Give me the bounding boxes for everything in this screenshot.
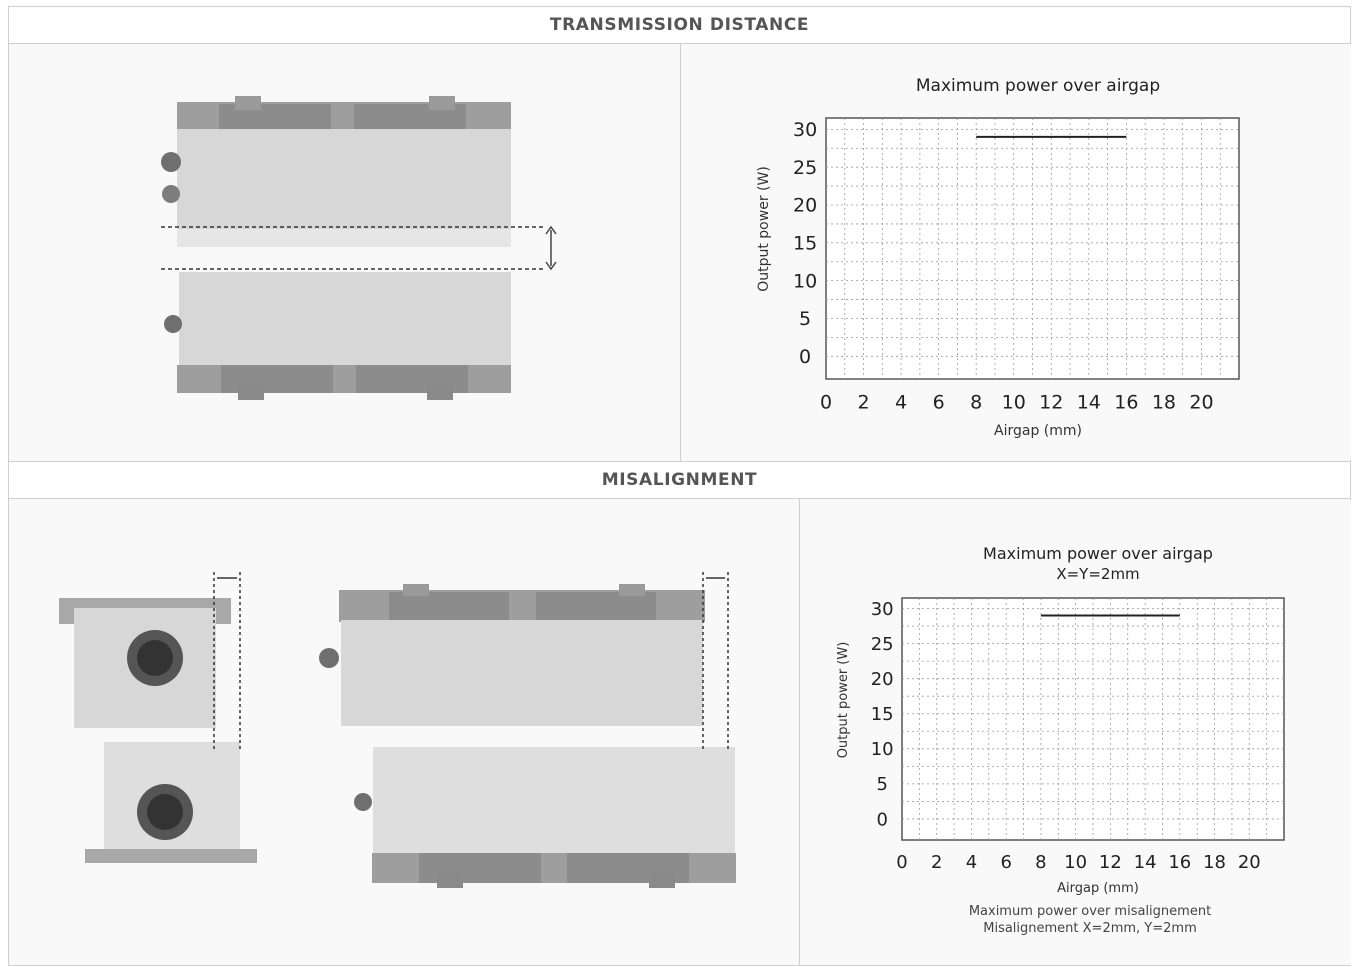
x-tick-label: 0 xyxy=(820,391,832,413)
y-tick-label: 25 xyxy=(871,634,894,655)
x-tick-label: 18 xyxy=(1152,391,1176,413)
chart-title: Maximum power over airgap xyxy=(916,76,1160,96)
x-tick-label: 20 xyxy=(1238,852,1261,873)
module-bottom-body xyxy=(179,272,511,365)
x-tick-label: 4 xyxy=(966,852,977,873)
x-tick-label: 4 xyxy=(895,391,907,413)
y-tick-label: 30 xyxy=(871,599,894,620)
x-axis-label: Airgap (mm) xyxy=(994,423,1082,439)
end-view-bottom-flange xyxy=(85,849,257,863)
chart-note-1: Maximum power over misalignement xyxy=(969,904,1211,919)
chart-misalignment: Maximum power over airgap X=Y=2mm Output… xyxy=(800,500,1351,965)
section-header-transmission: TRANSMISSION DISTANCE xyxy=(8,6,1351,44)
x-tick-label: 16 xyxy=(1168,852,1191,873)
side-view-bottom-body xyxy=(373,747,735,853)
x-tick-label: 8 xyxy=(1035,852,1046,873)
x-tick-label: 14 xyxy=(1134,852,1157,873)
y-tick-label: 0 xyxy=(799,346,811,368)
y-tick-label: 0 xyxy=(876,809,887,830)
side-view-top-body xyxy=(341,620,703,726)
x-tick-label: 20 xyxy=(1189,391,1213,413)
y-tick-label: 30 xyxy=(793,119,817,141)
x-tick-label: 8 xyxy=(970,391,982,413)
y-tick-label: 25 xyxy=(793,157,817,179)
x-tick-label: 2 xyxy=(931,852,942,873)
x-axis-label: Airgap (mm) xyxy=(1057,881,1139,896)
x-tick-label: 18 xyxy=(1203,852,1226,873)
x-tick-label: 2 xyxy=(857,391,869,413)
y-tick-label: 10 xyxy=(871,739,894,760)
y-tick-label: 20 xyxy=(871,669,894,690)
x-tick-label: 6 xyxy=(1000,852,1011,873)
chart-airgap: Maximum power over airgap Output power (… xyxy=(681,44,1351,460)
y-tick-label: 5 xyxy=(876,774,887,795)
section-header-misalignment: MISALIGNMENT xyxy=(8,461,1351,499)
x-tick-label: 0 xyxy=(896,852,907,873)
y-tick-label: 10 xyxy=(793,270,817,292)
divider-bottom xyxy=(799,499,800,966)
x-tick-label: 14 xyxy=(1077,391,1101,413)
chart-note-2: Misalignement X=2mm, Y=2mm xyxy=(983,921,1197,936)
divider-top xyxy=(680,44,681,461)
x-tick-label: 16 xyxy=(1114,391,1138,413)
x-tick-label: 10 xyxy=(1064,852,1087,873)
x-tick-label: 12 xyxy=(1039,391,1063,413)
chart-subtitle: X=Y=2mm xyxy=(1056,565,1139,583)
module-top-body xyxy=(177,129,511,229)
chart-title: Maximum power over airgap xyxy=(983,544,1213,563)
misalignment-illustration xyxy=(9,500,798,965)
x-tick-label: 6 xyxy=(933,391,945,413)
y-tick-label: 15 xyxy=(793,232,817,254)
connector-top xyxy=(161,152,181,172)
y-tick-label: 15 xyxy=(871,704,894,725)
y-axis-label: Output power (W) xyxy=(836,642,851,759)
transmission-illustration xyxy=(9,44,679,460)
connector-bottom xyxy=(164,315,182,333)
y-tick-label: 20 xyxy=(793,195,817,217)
x-tick-label: 12 xyxy=(1099,852,1122,873)
y-tick-label: 5 xyxy=(799,308,811,330)
y-axis-label: Output power (W) xyxy=(756,166,772,292)
x-tick-label: 10 xyxy=(1002,391,1026,413)
